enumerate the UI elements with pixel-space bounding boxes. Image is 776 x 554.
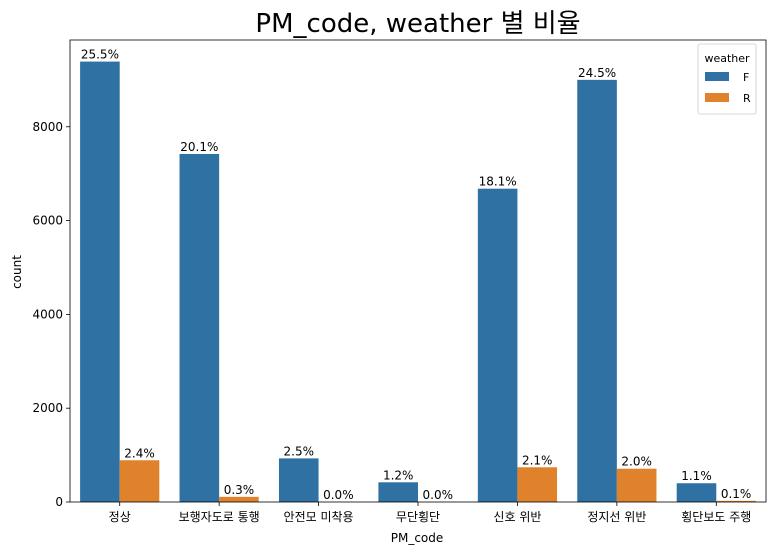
data-label-F-2: 2.5% [284,444,315,458]
bar-R-0 [119,460,160,502]
chart-title: PM_code, weather 별 비율 [255,9,580,39]
y-tick-label-0: 0 [55,495,63,509]
bar-F-5 [577,79,617,503]
data-label-R-3: 0.0% [423,488,454,502]
bars-group [80,61,756,503]
bar-F-6 [676,483,717,502]
x-axis-label: PM_code [391,531,444,545]
x-tick-label-3: 무단횡단 [396,510,440,524]
legend: weather FR [697,43,757,115]
x-tick-label-1: 보행자도로 통행 [179,509,260,524]
bar-R-5 [616,468,657,502]
y-axis-ticks: 0 2000 4000 6000 8000 [32,120,70,509]
y-axis-label: count [10,255,24,289]
data-label-F-0: 25.5% [81,48,119,62]
y-tick-label-2: 4000 [32,307,63,321]
legend-swatch-F [705,72,729,81]
bar-R-4 [517,467,558,502]
bar-F-1 [179,153,220,503]
y-tick-label-4: 8000 [32,120,63,134]
data-label-F-6: 1.1% [681,469,712,483]
x-tick-label-6: 횡단보도 주행 [681,509,751,524]
y-tick-label-3: 6000 [32,214,63,228]
x-tick-label-2: 안전모 미착용 [284,510,354,524]
legend-items: FR [705,71,751,105]
bar-F-4 [477,188,518,502]
data-label-R-1: 0.3% [224,483,255,497]
data-label-F-4: 18.1% [479,175,517,189]
bar-F-2 [278,458,319,502]
x-axis-ticks: 정상 보행자도로 통행 안전모 미착용 무단횡단 신호 위반 정지선 위반 횡단보도 주행 [109,502,751,524]
x-tick-label-0: 정상 [109,510,131,524]
data-label-R-2: 0.0% [323,488,354,502]
legend-title: weather [704,52,750,65]
data-label-R-4: 2.1% [522,453,553,467]
data-label-R-5: 2.0% [621,455,652,469]
data-label-F-5: 24.5% [578,66,616,80]
bar-labels-group: 25.5% 20.1% 2.5% 1.2% 18.1% 24.5% 1.1% 2.4% 0.3%… [81,48,751,502]
data-label-F-3: 1.2% [383,468,414,482]
data-label-F-1: 20.1% [180,140,218,154]
x-tick-label-5: 정지선 위반 [587,510,646,524]
data-label-R-6: 0.1% [721,487,752,501]
data-label-R-0: 2.4% [124,446,155,460]
bar-R-6 [716,500,756,502]
legend-label-R: R [743,92,751,105]
bar-F-0 [80,61,120,502]
x-tick-label-4: 신호 위반 [493,510,541,524]
bar-R-1 [219,496,259,502]
legend-swatch-R [705,93,729,102]
plot-frame [69,39,767,503]
legend-label-F: F [743,71,749,84]
y-tick-label-1: 2000 [32,401,63,415]
bar-F-3 [378,482,418,502]
